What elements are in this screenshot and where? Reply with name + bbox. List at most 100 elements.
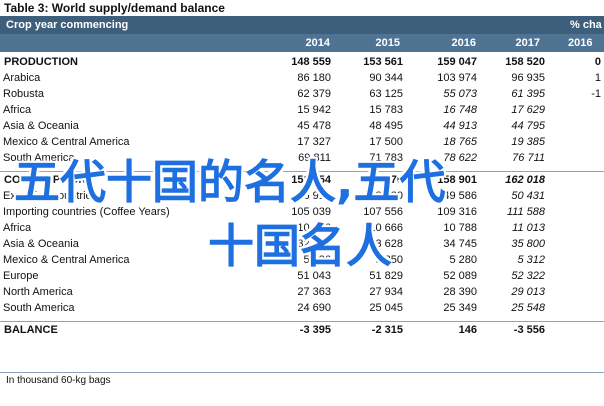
cell-change — [548, 150, 604, 166]
table-row: Robusta 62 379 63 125 55 073 61 395 -1 — [0, 86, 604, 102]
section-row-balance: BALANCE -3 395 -2 315 146 -3 556 — [0, 321, 604, 338]
cell-value: 35 800 — [511, 238, 545, 250]
cell-value: 18 765 — [443, 136, 477, 148]
cell-change — [548, 220, 604, 236]
table-row: South America 24 690 25 045 25 349 25 548 — [0, 300, 604, 316]
row-label: BALANCE — [0, 321, 256, 338]
section-row-production: PRODUCTION 148 559 153 561 159 047 158 520 0 — [0, 54, 604, 70]
table-row: Asia & Oceania 32 641 33 628 34 745 35 800 — [0, 236, 604, 252]
cell-value: 10 486 — [297, 222, 331, 234]
cell-value: 45 478 — [297, 120, 331, 132]
cell-value: 158 520 — [505, 56, 545, 68]
cell-value: 33 628 — [369, 238, 403, 250]
cell-value: 51 043 — [297, 270, 331, 282]
table-row: Europe 51 043 51 829 52 089 52 322 — [0, 268, 604, 284]
row-label: South America — [3, 152, 75, 164]
supply-demand-table: PRODUCTION 148 559 153 561 159 047 158 520 0 A… — [0, 54, 604, 338]
header-row-crop-year: Crop year commencing % cha — [0, 16, 604, 34]
cell-change: -1 — [591, 88, 601, 100]
cell-value: 55 073 — [443, 88, 477, 100]
cell-value: 107 556 — [363, 206, 403, 218]
footnote: In thousand 60-kg bags — [0, 372, 604, 388]
header-row-years: 2014 2015 2016 2017 2016 — [0, 34, 604, 52]
cell-change — [548, 252, 604, 268]
cell-value: 5 280 — [449, 254, 477, 266]
cell-value: 17 500 — [369, 136, 403, 148]
row-label: CONSUMPTION — [0, 171, 256, 188]
cell-change — [548, 102, 604, 118]
cell-value: 32 641 — [297, 238, 331, 250]
cell-value: 44 795 — [511, 120, 545, 132]
cell-value: 10 788 — [443, 222, 477, 234]
cell-value: 105 039 — [291, 206, 331, 218]
row-label: Importing countries (Coffee Years) — [3, 206, 170, 218]
cell-change — [548, 134, 604, 150]
cell-value: 27 363 — [297, 286, 331, 298]
cell-value: 96 935 — [511, 72, 545, 84]
cell-value: 25 548 — [511, 302, 545, 314]
table-row: Exporting countries 46 915 48 320 49 586 50 … — [0, 188, 604, 204]
cell-value: 5 236 — [303, 254, 331, 266]
row-label: Africa — [3, 222, 32, 234]
cell-value: 155 876 — [334, 171, 406, 188]
cell-value: 71 783 — [369, 152, 403, 164]
table-row: Arabica 86 180 90 344 103 974 96 935 1 — [0, 70, 604, 86]
cell-value: 148 559 — [291, 56, 331, 68]
cell-value: 28 390 — [443, 286, 477, 298]
cell-value: 51 829 — [369, 270, 403, 282]
cell-value: 162 018 — [480, 171, 548, 188]
row-label: Asia & Oceania — [3, 238, 79, 250]
cell-value: 11 013 — [512, 222, 545, 234]
change-column-year: 2016 — [568, 37, 593, 49]
cell-value: -3 395 — [256, 321, 334, 338]
row-label: Europe — [3, 270, 39, 282]
cell-value: 29 013 — [511, 286, 545, 298]
row-label: Robusta — [3, 88, 44, 100]
cell-value: 5 312 — [517, 254, 545, 266]
row-label: Mexico & Central America — [3, 136, 130, 148]
cell-value: 62 379 — [297, 88, 331, 100]
cell-value: -2 315 — [334, 321, 406, 338]
cell-value: 44 913 — [443, 120, 477, 132]
cell-value: 151 954 — [256, 171, 334, 188]
cell-change — [548, 188, 604, 204]
row-label: PRODUCTION — [4, 56, 78, 68]
row-label: South America — [3, 302, 75, 314]
cell-value: 16 748 — [443, 104, 477, 116]
cell-value: 159 047 — [437, 56, 477, 68]
cell-value: 52 089 — [443, 270, 477, 282]
table-row: Importing countries (Coffee Years) 105 03… — [0, 204, 604, 220]
year-2017: 2017 — [515, 37, 540, 49]
table-row: North America 27 363 27 934 28 390 29 013 — [0, 284, 604, 300]
table-row: Mexico & Central America 5 236 5 250 5 280 5… — [0, 252, 604, 268]
table-row: Asia & Oceania 45 478 48 495 44 913 44 795 — [0, 118, 604, 134]
cell-value: -3 556 — [480, 321, 548, 338]
cell-value: 46 915 — [297, 190, 331, 202]
cell-value: 69 811 — [298, 152, 331, 164]
section-row-consumption: CONSUMPTION 151 954 155 876 158 901 162 018 — [0, 171, 604, 188]
cell-value: 146 — [406, 321, 480, 338]
cell-value: 86 180 — [297, 72, 331, 84]
table-row: Africa 15 942 15 783 16 748 17 629 — [0, 102, 604, 118]
cell-change — [548, 300, 604, 316]
cell-value: 153 561 — [363, 56, 403, 68]
table-title: Table 3: World supply/demand balance — [4, 1, 225, 15]
cell-value: 15 783 — [369, 104, 403, 116]
cell-value: 158 901 — [406, 171, 480, 188]
cell-value: 15 942 — [297, 104, 331, 116]
cell-change — [548, 204, 604, 220]
table-row: Mexico & Central America 17 327 17 500 18 7… — [0, 134, 604, 150]
cell-value: 19 385 — [511, 136, 545, 148]
cell-change — [548, 171, 604, 188]
cell-value: 50 431 — [511, 190, 545, 202]
cell-value: 25 349 — [443, 302, 477, 314]
cell-value: 90 344 — [369, 72, 403, 84]
year-2014: 2014 — [305, 37, 330, 49]
cell-value: 49 586 — [443, 190, 477, 202]
cell-value: 61 395 — [511, 88, 545, 100]
cell-value: 10 666 — [369, 222, 403, 234]
year-2015: 2015 — [375, 37, 400, 49]
cell-value: 24 690 — [297, 302, 331, 314]
cell-change — [548, 268, 604, 284]
cell-value: 34 745 — [443, 238, 477, 250]
